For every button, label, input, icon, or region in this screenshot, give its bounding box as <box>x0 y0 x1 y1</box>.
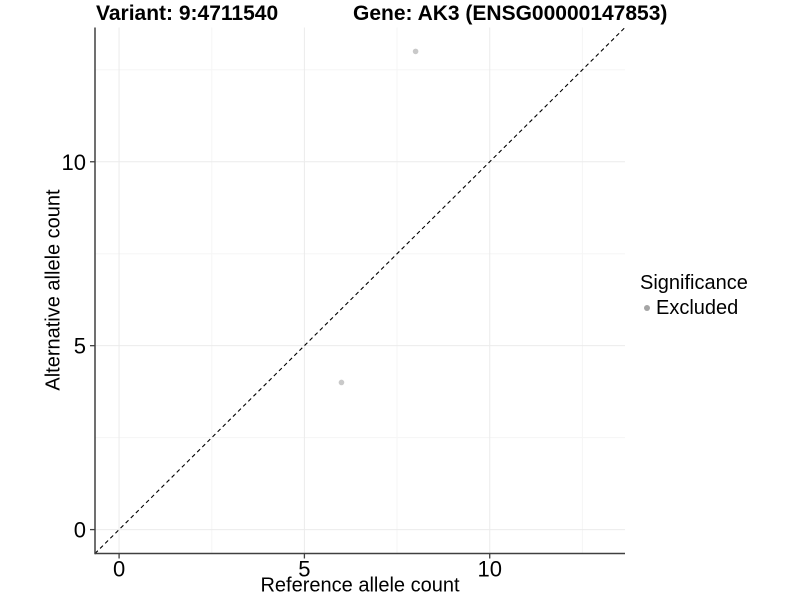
legend-item-label: Excluded <box>656 297 739 319</box>
y-tick-label: 0 <box>74 518 86 543</box>
legend-title: Significance <box>640 272 748 294</box>
y-tick-label: 5 <box>74 334 86 359</box>
legend-point-icon <box>644 305 650 311</box>
x-tick-label: 10 <box>477 557 501 582</box>
y-axis-title: Alternative allele count <box>42 189 65 391</box>
data-point <box>412 48 419 55</box>
legend: Significance Excluded <box>640 271 748 320</box>
x-tick-label: 0 <box>113 557 125 582</box>
identity-line <box>94 27 626 554</box>
data-point <box>338 379 345 386</box>
gene-title: Gene: AK3 (ENSG00000147853) <box>353 2 668 25</box>
x-tick-label: 5 <box>298 557 310 582</box>
x-axis-title: Reference allele count <box>260 574 460 597</box>
legend-item: Excluded <box>640 296 748 320</box>
variant-title: Variant: 9:4711540 <box>96 2 279 25</box>
y-tick-label: 10 <box>62 150 86 175</box>
